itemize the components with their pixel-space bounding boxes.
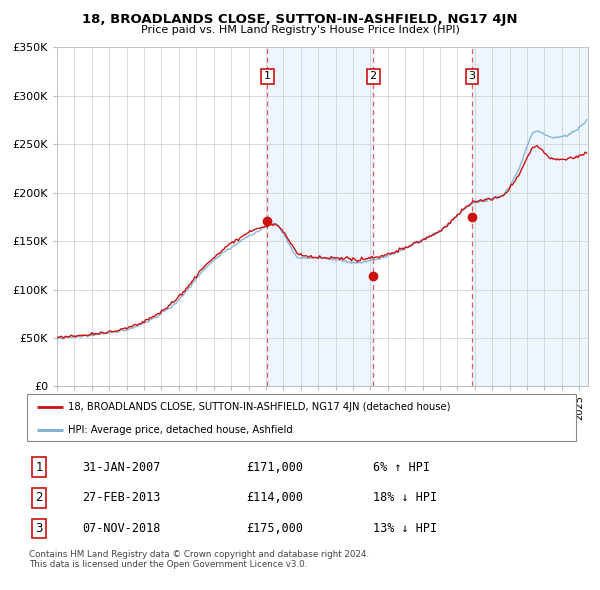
Text: HPI: Average price, detached house, Ashfield: HPI: Average price, detached house, Ashf… bbox=[68, 425, 293, 434]
Text: £114,000: £114,000 bbox=[247, 491, 304, 504]
Text: £171,000: £171,000 bbox=[247, 461, 304, 474]
Text: Contains HM Land Registry data © Crown copyright and database right 2024.
This d: Contains HM Land Registry data © Crown c… bbox=[29, 550, 369, 569]
Text: 2: 2 bbox=[370, 71, 377, 81]
Text: 1: 1 bbox=[35, 461, 43, 474]
Text: Price paid vs. HM Land Registry's House Price Index (HPI): Price paid vs. HM Land Registry's House … bbox=[140, 25, 460, 35]
Text: 2: 2 bbox=[35, 491, 43, 504]
Bar bbox=[268, 47, 373, 386]
Text: 07-NOV-2018: 07-NOV-2018 bbox=[82, 522, 160, 535]
Text: 1: 1 bbox=[264, 71, 271, 81]
Text: 6% ↑ HPI: 6% ↑ HPI bbox=[373, 461, 430, 474]
Text: 13% ↓ HPI: 13% ↓ HPI bbox=[373, 522, 437, 535]
Text: £175,000: £175,000 bbox=[247, 522, 304, 535]
Text: 27-FEB-2013: 27-FEB-2013 bbox=[82, 491, 160, 504]
Text: 3: 3 bbox=[469, 71, 476, 81]
Text: 18, BROADLANDS CLOSE, SUTTON-IN-ASHFIELD, NG17 4JN: 18, BROADLANDS CLOSE, SUTTON-IN-ASHFIELD… bbox=[82, 13, 518, 26]
FancyBboxPatch shape bbox=[27, 394, 576, 441]
Text: 3: 3 bbox=[35, 522, 43, 535]
Text: 18, BROADLANDS CLOSE, SUTTON-IN-ASHFIELD, NG17 4JN (detached house): 18, BROADLANDS CLOSE, SUTTON-IN-ASHFIELD… bbox=[68, 402, 451, 412]
Text: 31-JAN-2007: 31-JAN-2007 bbox=[82, 461, 160, 474]
Bar bbox=[472, 47, 588, 386]
Text: 18% ↓ HPI: 18% ↓ HPI bbox=[373, 491, 437, 504]
